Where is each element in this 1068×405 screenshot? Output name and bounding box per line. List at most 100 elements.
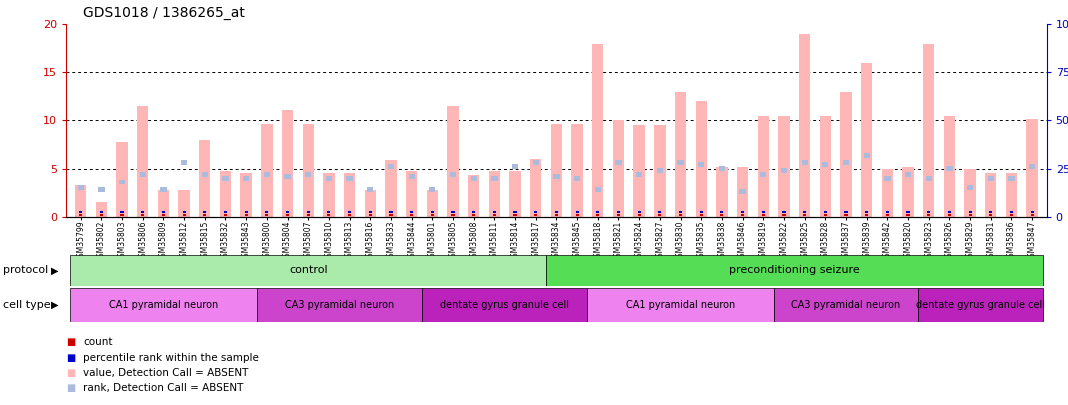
Bar	[514, 211, 517, 213]
Bar	[885, 211, 889, 213]
Bar	[406, 171, 418, 217]
Bar	[158, 190, 169, 217]
Text: dentate gyrus granule cell: dentate gyrus granule cell	[916, 300, 1045, 310]
Bar	[695, 101, 707, 217]
Bar	[617, 211, 621, 213]
Text: value, Detection Call = ABSENT: value, Detection Call = ABSENT	[83, 368, 249, 378]
Bar	[757, 116, 769, 217]
Bar	[781, 168, 787, 173]
Bar	[450, 172, 456, 177]
Bar	[926, 176, 932, 181]
Bar	[79, 214, 82, 217]
Bar	[819, 116, 831, 217]
Text: ■: ■	[66, 353, 76, 362]
Bar	[655, 125, 665, 217]
Bar	[967, 185, 973, 190]
Text: percentile rank within the sample: percentile rank within the sample	[83, 353, 260, 362]
Bar	[1026, 119, 1038, 217]
Bar	[717, 167, 727, 217]
Bar	[368, 211, 372, 213]
Bar	[801, 160, 807, 165]
Bar	[587, 288, 773, 322]
Bar	[390, 211, 393, 213]
Bar	[452, 214, 455, 217]
Bar	[180, 160, 187, 165]
Bar	[430, 214, 434, 217]
Bar	[426, 190, 438, 217]
Bar	[864, 153, 869, 158]
Bar	[141, 211, 144, 213]
Bar	[386, 160, 396, 217]
Bar	[286, 214, 289, 217]
Text: CA3 pyramidal neuron: CA3 pyramidal neuron	[791, 300, 900, 310]
Bar	[533, 160, 539, 165]
Bar	[410, 214, 413, 217]
Bar	[96, 202, 107, 217]
Bar	[679, 214, 682, 217]
Bar	[367, 188, 374, 192]
Bar	[162, 214, 166, 217]
Bar	[841, 92, 851, 217]
Bar	[492, 214, 496, 217]
Bar	[509, 171, 521, 217]
Bar	[348, 214, 351, 217]
Bar	[613, 121, 624, 217]
Bar	[141, 214, 144, 217]
Bar	[99, 214, 103, 217]
Bar	[245, 214, 248, 217]
Bar	[927, 211, 930, 213]
Bar	[245, 211, 248, 213]
Text: preconditioning seizure: preconditioning seizure	[729, 265, 860, 275]
Text: ■: ■	[66, 384, 76, 393]
Bar	[1031, 214, 1034, 217]
Bar	[1030, 164, 1035, 169]
Bar	[969, 211, 972, 213]
Bar	[861, 63, 873, 217]
Bar	[553, 174, 560, 179]
Bar	[803, 211, 806, 213]
Text: dentate gyrus granule cell: dentate gyrus granule cell	[440, 300, 569, 310]
Bar	[803, 214, 806, 217]
Bar	[121, 214, 124, 217]
Bar	[284, 174, 290, 179]
Bar	[700, 211, 703, 213]
Bar	[178, 190, 190, 217]
Bar	[489, 171, 500, 217]
Bar	[472, 211, 475, 213]
Bar	[256, 288, 422, 322]
Bar	[324, 173, 334, 217]
Bar	[1006, 173, 1017, 217]
Bar	[989, 211, 992, 213]
Bar	[116, 142, 128, 217]
Bar	[675, 92, 687, 217]
Bar	[657, 168, 663, 173]
Bar	[638, 211, 641, 213]
Bar	[491, 176, 498, 181]
Bar	[988, 176, 994, 181]
Bar	[947, 214, 951, 217]
Bar	[430, 211, 434, 213]
Bar	[574, 176, 580, 181]
Bar	[823, 214, 827, 217]
Bar	[679, 211, 682, 213]
Bar	[137, 106, 148, 217]
Bar	[638, 214, 641, 217]
Bar	[576, 214, 579, 217]
Bar	[779, 116, 789, 217]
Bar	[162, 211, 166, 213]
Text: ▶: ▶	[51, 265, 59, 275]
Bar	[555, 211, 557, 213]
Bar	[884, 176, 891, 181]
Bar	[240, 173, 252, 217]
Bar	[615, 160, 622, 165]
Bar	[346, 176, 352, 181]
Bar	[947, 211, 951, 213]
Bar	[927, 214, 930, 217]
Bar	[700, 214, 703, 217]
Bar	[78, 185, 83, 190]
Bar	[468, 175, 480, 217]
Bar	[737, 167, 749, 217]
Bar	[307, 211, 310, 213]
Bar	[183, 211, 186, 213]
Bar	[534, 214, 537, 217]
